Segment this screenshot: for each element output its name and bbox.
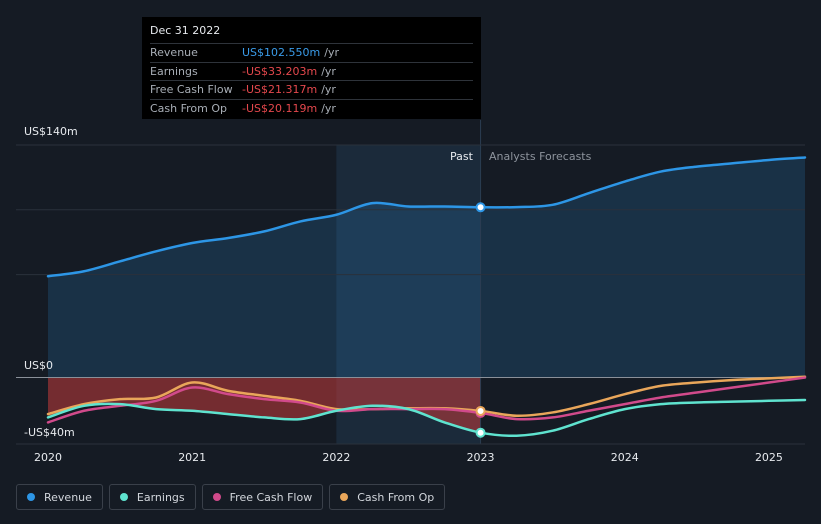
legend-dot-icon [119,493,128,501]
tooltip-label: Earnings [150,64,198,78]
tooltip-label: Free Cash Flow [150,83,233,97]
y-tick-label-bottom: -US$40m [24,426,75,439]
x-tick-label: 2023 [467,451,495,464]
past-label: Past [450,150,473,163]
legend-item-earnings[interactable]: Earnings [108,484,196,510]
tooltip-row-cash-from-op: Cash From Op -US$20.119m /yr [150,98,473,118]
legend-item-revenue[interactable]: Revenue [16,484,103,510]
tooltip-label: Cash From Op [150,101,228,115]
tooltip-row-earnings: Earnings -US$33.203m /yr [150,61,473,81]
legend-dot-icon [27,493,35,501]
tooltip-unit: /yr [324,46,339,60]
series-line-revenue [46,156,807,278]
tooltip-row-revenue: Revenue US$102.550m /yr [150,43,473,62]
legend-label: Free Cash Flow [229,490,313,504]
tooltip: Dec 31 2022 Revenue US$102.550m /yr Earn… [142,17,481,119]
y-tick-label-zero: US$0 [24,359,54,372]
earnings-negative-area [48,377,481,433]
series-line-earnings [46,398,807,438]
tooltip-value: -US$33.203m [242,64,318,78]
tooltip-row-free-cash-flow: Free Cash Flow -US$21.317m /yr [150,80,473,99]
tooltip-unit: /yr [321,64,336,78]
tooltip-value: -US$21.317m [242,83,318,97]
series-line-free-cash-flow [46,376,807,424]
tooltip-label: Revenue [150,46,198,60]
marker-point-cash-from-op [475,405,486,416]
x-tick-label: 2021 [178,451,206,464]
x-tick-label: 2022 [322,451,350,464]
legend-item-cash-from-op[interactable]: Cash From Op [329,484,446,510]
tooltip-unit: /yr [321,101,336,115]
legend-dot-icon [212,493,221,501]
revenue-area [48,157,805,378]
tooltip-value: US$102.550m [242,46,321,60]
legend-item-free-cash-flow[interactable]: Free Cash Flow [201,484,324,510]
marker-point-earnings [475,427,486,438]
tooltip-value: -US$20.119m [242,101,318,115]
y-tick-label-top: US$140m [24,125,78,138]
tooltip-unit: /yr [321,83,336,97]
legend: Revenue Earnings Free Cash Flow Cash Fro… [16,484,446,510]
legend-label: Revenue [44,490,92,504]
x-tick-label: 2025 [755,451,783,464]
tooltip-date: Dec 31 2022 [150,24,221,37]
legend-dot-icon [340,493,349,501]
forecast-label: Analysts Forecasts [489,150,592,163]
x-tick-label: 2024 [611,451,639,464]
legend-label: Cash From Op [357,490,435,504]
legend-label: Earnings [136,490,185,504]
x-tick-label: 2020 [34,451,62,464]
marker-point-revenue [475,202,486,213]
